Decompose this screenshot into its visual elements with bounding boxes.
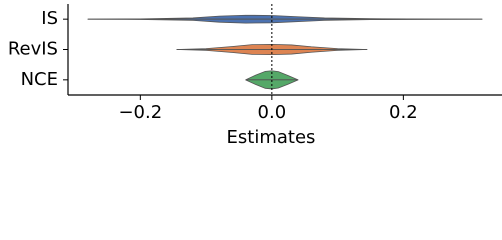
violin-half: [245, 70, 299, 81]
y-tick-label: NCE: [21, 69, 58, 90]
x-tick-label: −0.2: [118, 102, 162, 123]
violin-half: [87, 14, 483, 20]
x-axis-label: Estimates: [227, 127, 316, 148]
violin-half: [176, 43, 368, 50]
y-tick-label: RevIS: [8, 39, 58, 60]
y-tick-label: IS: [41, 8, 58, 29]
x-tick-label: 0.0: [258, 102, 287, 123]
chart: Estimates IS RevIS NCE −0.2 0.0 0.2: [8, 4, 502, 148]
violin-half: [87, 18, 483, 24]
x-tick-label: 0.2: [389, 102, 418, 123]
